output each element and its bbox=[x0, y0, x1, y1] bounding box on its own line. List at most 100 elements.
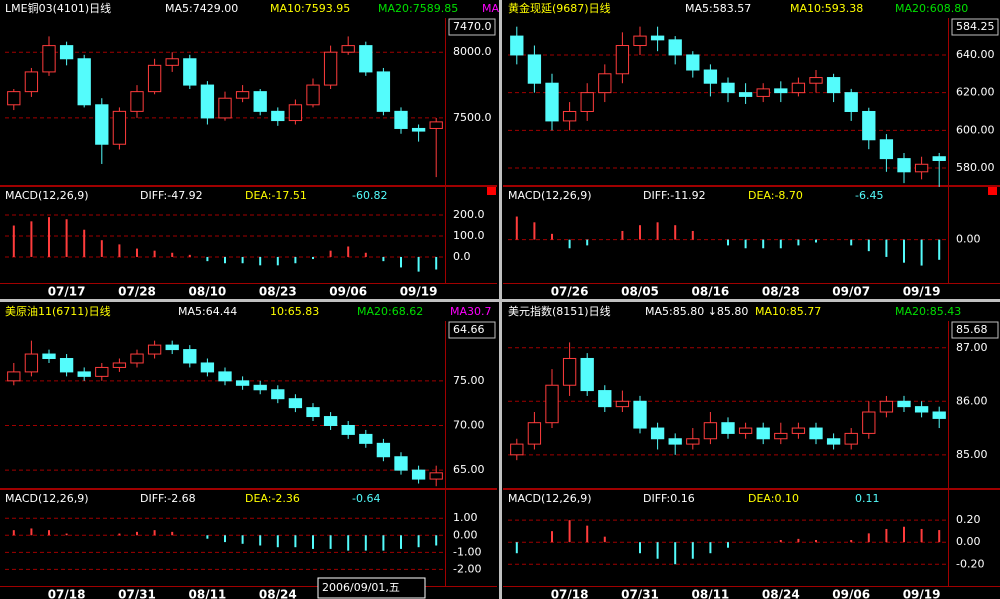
x-tick-label: 08/11 bbox=[189, 588, 227, 599]
candle-body bbox=[77, 58, 91, 106]
chart-title: 美元指数(8151)日线 bbox=[508, 304, 611, 318]
candle-body bbox=[411, 127, 426, 132]
x-tick-label: 08/11 bbox=[692, 588, 730, 599]
y-tick-label: -2.00 bbox=[453, 562, 481, 575]
y-tick-label: 86.00 bbox=[956, 394, 988, 407]
candle-body bbox=[932, 156, 946, 161]
y-tick-label: 0.0 bbox=[453, 250, 471, 263]
candle-body bbox=[288, 104, 303, 122]
candle-body bbox=[165, 58, 179, 66]
candle-body bbox=[130, 91, 144, 112]
candle-body bbox=[580, 92, 594, 112]
candle-body bbox=[359, 45, 373, 73]
candle-body bbox=[235, 91, 250, 99]
y-tick-label: 1.00 bbox=[453, 511, 478, 524]
x-tick-label: 07/18 bbox=[48, 588, 86, 599]
x-tick-label: 07/31 bbox=[118, 588, 156, 599]
y-tick-label: 620.00 bbox=[956, 86, 995, 99]
candle-body bbox=[429, 121, 443, 129]
candle-body bbox=[200, 84, 215, 119]
candle-body bbox=[721, 82, 735, 94]
last-price: 85.68 bbox=[956, 323, 988, 336]
candle-body bbox=[527, 54, 542, 84]
tooltip: 2006/09/01,五 bbox=[322, 581, 400, 594]
indicator: MA20:68.62 bbox=[357, 305, 423, 318]
candle-body bbox=[112, 362, 127, 368]
indicator: MA20:608.80 bbox=[895, 2, 968, 15]
y-tick-label: 100.0 bbox=[453, 229, 485, 242]
candle-body bbox=[791, 82, 806, 94]
candle-body bbox=[95, 366, 109, 377]
macd-label: DEA:0.10 bbox=[748, 492, 799, 505]
last-price: 584.25 bbox=[956, 20, 995, 33]
macd-title: MACD(12,26,9) bbox=[508, 492, 592, 505]
candle-body bbox=[633, 400, 647, 429]
candle-body bbox=[77, 371, 91, 377]
candle-body bbox=[59, 358, 74, 373]
candle-body bbox=[686, 438, 700, 445]
candle-body bbox=[721, 422, 735, 434]
last-price: 64.66 bbox=[453, 323, 485, 336]
y-tick-label: 75.00 bbox=[453, 374, 485, 387]
candle-body bbox=[774, 88, 788, 94]
macd-title: MACD(12,26,9) bbox=[5, 189, 89, 202]
candle-body bbox=[112, 110, 127, 145]
candle-body bbox=[633, 35, 647, 47]
macd-label: -6.45 bbox=[855, 189, 883, 202]
y-tick-label: 87.00 bbox=[956, 341, 988, 354]
candle-body bbox=[323, 416, 338, 426]
candle-body bbox=[59, 45, 74, 60]
candle-body bbox=[306, 84, 320, 106]
candle-body bbox=[147, 64, 162, 93]
x-tick-label: 08/24 bbox=[259, 588, 297, 599]
indicator: MA20:7589.85 bbox=[378, 2, 458, 15]
y-tick-label: 0.00 bbox=[956, 535, 981, 548]
candle-body bbox=[826, 77, 841, 94]
chart-title: 美原油11(6711)日线 bbox=[5, 304, 111, 318]
macd-label: DEA:-8.70 bbox=[748, 189, 803, 202]
candle-body bbox=[235, 380, 250, 386]
x-tick-label: 09/06 bbox=[329, 285, 367, 299]
indicator: MA10:7593.95 bbox=[270, 2, 350, 15]
candle-body bbox=[341, 424, 355, 435]
price-box bbox=[448, 18, 496, 36]
y-tick-label: -0.20 bbox=[956, 557, 984, 570]
candle-body bbox=[932, 411, 946, 419]
candle-body bbox=[668, 39, 682, 56]
y-tick-label: 7500.0 bbox=[453, 111, 492, 124]
marker bbox=[988, 186, 997, 195]
macd-label: DIFF:-11.92 bbox=[643, 189, 706, 202]
x-tick-label: 09/19 bbox=[903, 285, 941, 299]
candle-body bbox=[562, 110, 577, 122]
candle-body bbox=[253, 91, 267, 112]
candle-body bbox=[288, 398, 303, 409]
indicator: MA10:85.77 bbox=[755, 305, 821, 318]
x-tick-label: 07/18 bbox=[551, 588, 589, 599]
candle-body bbox=[323, 51, 338, 86]
candle-body bbox=[774, 432, 788, 440]
indicator: MA10:593.38 bbox=[790, 2, 863, 15]
x-tick-label: 08/10 bbox=[189, 285, 227, 299]
candle-body bbox=[545, 384, 559, 424]
candle-body bbox=[879, 139, 894, 160]
last-price: 7470.0 bbox=[453, 20, 492, 33]
x-tick-label: 07/28 bbox=[118, 285, 156, 299]
y-tick-label: 640.00 bbox=[956, 48, 995, 61]
macd-title: MACD(12,26,9) bbox=[508, 189, 592, 202]
candle-body bbox=[756, 88, 770, 97]
candle-body bbox=[510, 443, 524, 456]
candle-body bbox=[545, 82, 559, 122]
y-tick-label: 0.00 bbox=[453, 528, 478, 541]
candle-body bbox=[897, 400, 911, 408]
candle-body bbox=[95, 104, 109, 145]
candle-body bbox=[562, 357, 577, 386]
candle-body bbox=[738, 92, 753, 97]
indicator: MA5:583.57 bbox=[685, 2, 751, 15]
candle-body bbox=[394, 456, 408, 471]
x-tick-label: 08/24 bbox=[762, 588, 800, 599]
candle-body bbox=[668, 438, 682, 445]
candle-body bbox=[24, 71, 39, 93]
candle-body bbox=[580, 357, 594, 392]
x-tick-label: 09/19 bbox=[400, 285, 438, 299]
